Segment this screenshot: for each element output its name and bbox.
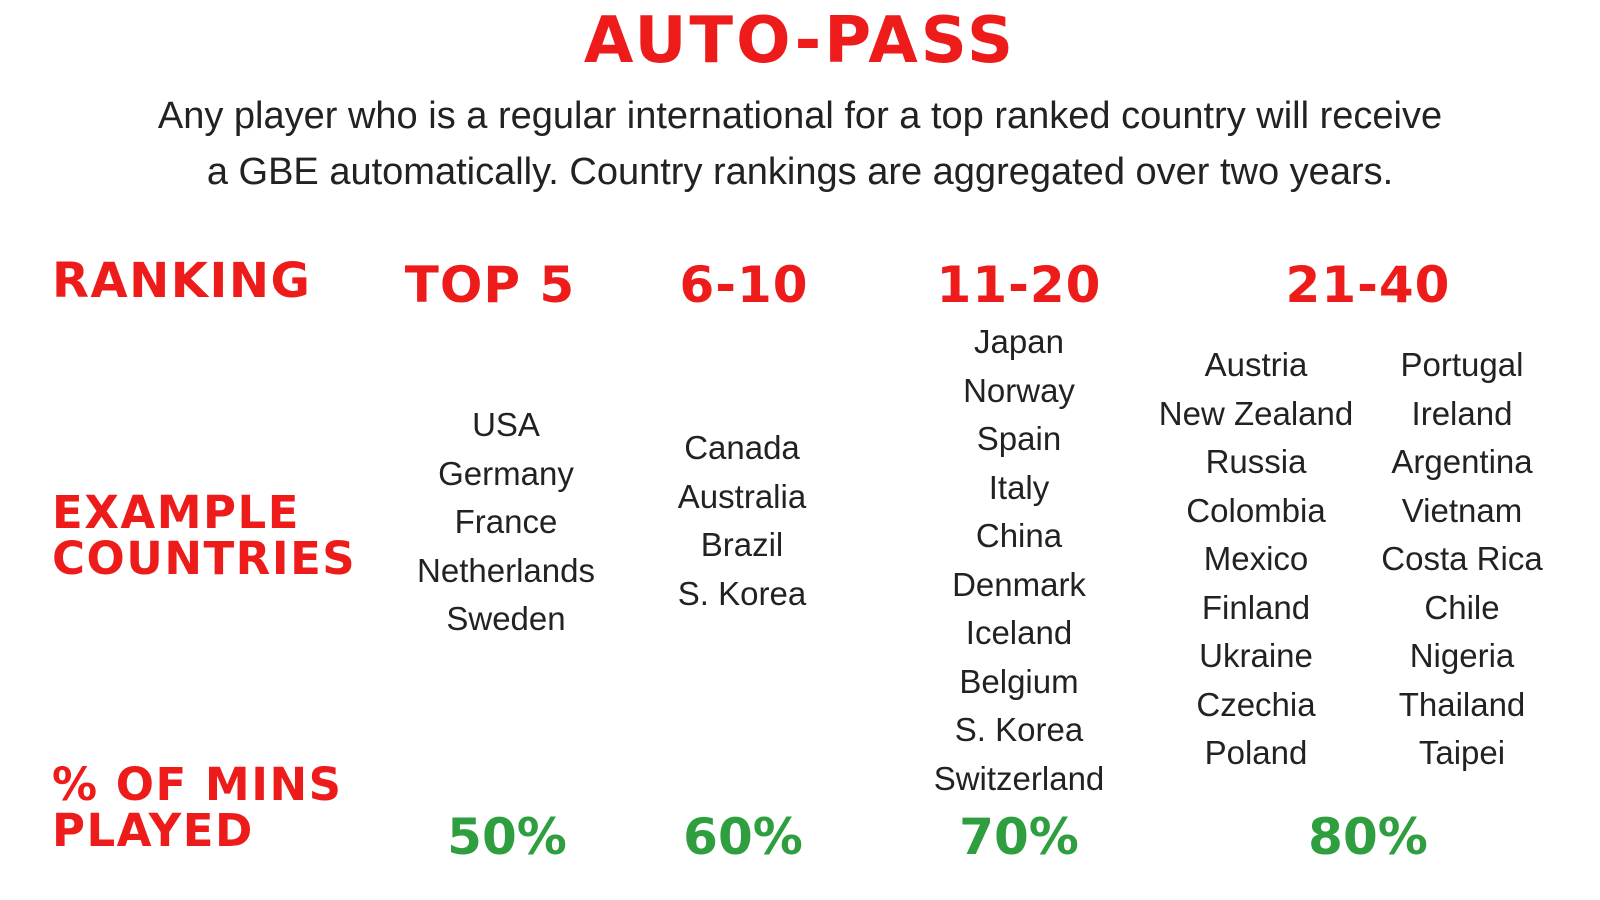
mins-played-label-line-1: % OF MINS: [52, 758, 343, 811]
country-item: Austria: [1204, 346, 1308, 383]
country-item: Taipei: [1418, 734, 1506, 771]
country-list-top-5: USA Germany France Netherlands Sweden: [386, 401, 626, 644]
percent-11-20: 70%: [959, 808, 1079, 866]
country-item: Poland: [1204, 734, 1308, 771]
country-item: Nigeria: [1409, 637, 1515, 674]
description-line-1: Any player who is a regular internationa…: [157, 95, 1443, 137]
country-item: Australia: [677, 477, 807, 515]
column-header-21-40: 21-40: [1285, 256, 1451, 314]
country-item: Iceland: [965, 614, 1073, 651]
country-item: Netherlands: [417, 551, 595, 589]
country-item: Germany: [438, 454, 574, 492]
percent-21-40: 80%: [1308, 808, 1428, 866]
country-item: Ukraine: [1199, 637, 1313, 674]
ranking-row-label: RANKING: [52, 253, 312, 309]
percent-top-5: 50%: [447, 808, 567, 866]
country-item: Norway: [963, 371, 1075, 409]
country-item: Spain: [976, 420, 1062, 457]
country-item: Portugal: [1400, 346, 1524, 383]
country-item: Costa Rica: [1381, 540, 1543, 577]
example-countries-label-line-2: COUNTRIES: [52, 532, 357, 585]
country-item: Vietnam: [1401, 491, 1523, 529]
country-item: Russia: [1205, 443, 1307, 480]
country-item: China: [975, 517, 1063, 554]
country-list-21-40-left: Austria New Zealand Russia Colombia Mexi…: [1136, 341, 1376, 778]
column-header-top-5: TOP 5: [404, 256, 576, 314]
mins-played-row-label: % OF MINS PLAYED: [52, 762, 343, 854]
mins-played-label-line-2: PLAYED: [52, 804, 254, 857]
country-item: Italy: [988, 468, 1050, 506]
country-item: Brazil: [700, 526, 784, 563]
country-item: Thailand: [1398, 685, 1526, 723]
country-item: Denmark: [952, 565, 1086, 603]
country-item: USA: [472, 406, 540, 443]
country-item: S. Korea: [954, 711, 1084, 748]
description: Any player who is a regular internationa…: [0, 88, 1600, 200]
description-line-2: a GBE automatically. Country rankings ar…: [206, 151, 1394, 193]
column-header-11-20: 11-20: [936, 256, 1102, 314]
country-item: Sweden: [446, 600, 566, 637]
country-item: Ireland: [1411, 394, 1513, 432]
country-item: Czechia: [1196, 685, 1316, 723]
example-countries-row-label: EXAMPLE COUNTRIES: [52, 490, 356, 582]
example-countries-label-line-1: EXAMPLE: [52, 486, 300, 539]
country-item: France: [454, 503, 558, 540]
country-item: Switzerland: [933, 759, 1105, 797]
page-title: AUTO-PASS: [583, 4, 1017, 78]
country-item: Japan: [974, 323, 1064, 360]
country-item: Chile: [1424, 588, 1500, 626]
column-header-6-10: 6-10: [679, 256, 809, 314]
country-item: Belgium: [959, 662, 1079, 700]
country-item: Mexico: [1203, 540, 1309, 577]
country-item: Finland: [1201, 588, 1311, 626]
country-item: Canada: [684, 429, 800, 466]
country-list-21-40-right: Portugal Ireland Argentina Vietnam Costa…: [1342, 341, 1582, 778]
country-item: Argentina: [1391, 443, 1533, 480]
country-item: S. Korea: [677, 574, 807, 612]
percent-6-10: 60%: [683, 808, 803, 866]
country-item: New Zealand: [1158, 394, 1354, 432]
country-list-11-20: Japan Norway Spain Italy China Denmark I…: [899, 318, 1139, 803]
country-list-6-10: Canada Australia Brazil S. Korea: [622, 424, 862, 618]
country-item: Colombia: [1186, 491, 1326, 529]
